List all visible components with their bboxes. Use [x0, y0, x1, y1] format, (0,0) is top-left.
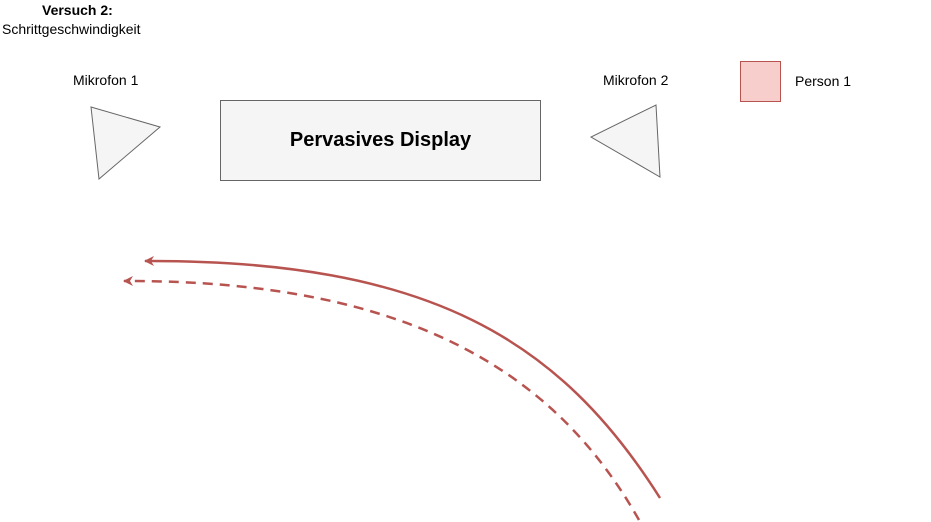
microphone-2-triangle — [589, 104, 661, 178]
walking-path-dashed — [123, 275, 641, 521]
pervasive-display-box: Pervasives Display — [220, 100, 541, 181]
walking-path-solid — [144, 255, 662, 499]
microphone-2-label: Mikrofon 2 — [603, 72, 669, 88]
microphone-1-triangle — [90, 106, 162, 180]
diagram-subtitle: Schrittgeschwindigkeit — [2, 21, 141, 37]
pervasive-display-label: Pervasives Display — [289, 129, 472, 151]
legend-person-1-label: Person 1 — [795, 73, 852, 89]
diagram-title: Versuch 2: — [42, 2, 113, 18]
legend-person-1-swatch — [740, 61, 781, 102]
microphone-1-label: Mikrofon 1 — [73, 72, 139, 88]
